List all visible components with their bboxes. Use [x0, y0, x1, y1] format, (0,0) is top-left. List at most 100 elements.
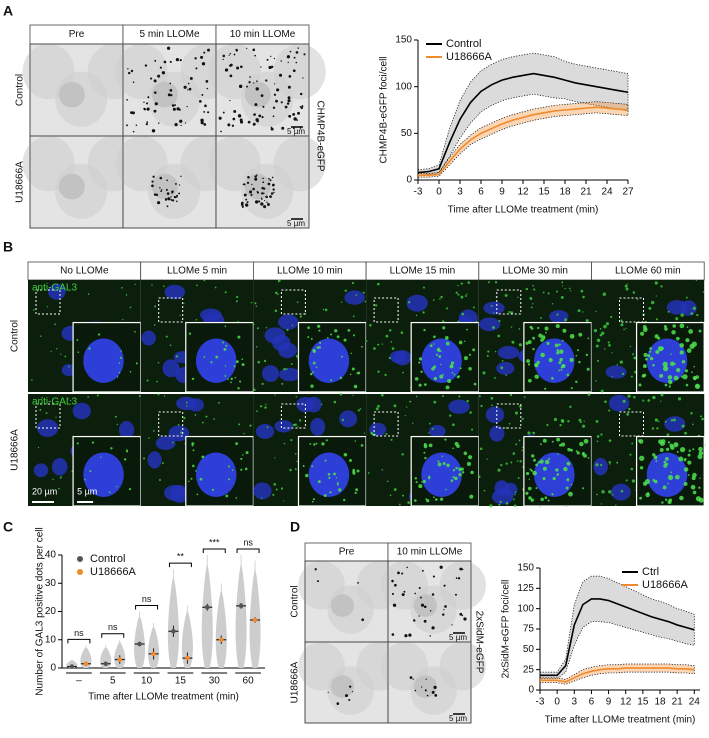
gal3-signal	[560, 418, 564, 423]
legend-label: U18666A	[642, 579, 689, 591]
inset-signal	[529, 325, 533, 329]
column-label: LLOMe 10 min	[277, 266, 343, 277]
gal3-signal	[201, 421, 204, 424]
inset-signal	[585, 353, 589, 357]
nucleus	[496, 361, 515, 375]
puncta	[174, 104, 176, 106]
inset-nucleus	[83, 338, 124, 383]
nucleus	[429, 424, 446, 438]
micrograph	[22, 135, 140, 229]
inset-signal	[336, 335, 340, 339]
inset-signal	[695, 496, 702, 502]
gal3-signal	[581, 424, 586, 428]
violin	[235, 555, 247, 668]
gal3-signal	[238, 423, 241, 426]
gal3-signal	[498, 503, 501, 506]
inset-signal	[665, 447, 670, 452]
inset-signal	[91, 441, 95, 444]
inset-signal	[237, 335, 241, 339]
inset-signal	[203, 356, 206, 358]
gal3-signal	[656, 427, 659, 430]
micrograph	[478, 280, 593, 393]
puncta	[299, 92, 303, 96]
puncta	[260, 66, 262, 68]
gal3-signal	[322, 308, 325, 311]
puncta	[273, 93, 277, 96]
puncta	[265, 195, 268, 199]
puncta	[254, 175, 257, 178]
puncta	[232, 117, 236, 121]
gal3-signal	[478, 475, 481, 479]
inset-signal	[439, 350, 442, 353]
inset-signal	[698, 450, 704, 456]
inset-signal	[671, 330, 676, 335]
puncta	[287, 99, 291, 103]
gal3-signal	[519, 460, 522, 463]
gal3-signal	[432, 299, 435, 301]
gal3-signal	[596, 493, 598, 496]
x-tick-label: 60	[243, 676, 255, 687]
inset-signal	[687, 460, 692, 465]
y-tick-label: 100	[517, 603, 534, 614]
puncta	[161, 189, 163, 191]
inset-signal	[693, 377, 697, 381]
micrograph	[22, 43, 140, 137]
inset-signal	[693, 365, 696, 368]
puncta	[263, 205, 267, 209]
gal3-signal	[658, 420, 660, 423]
puncta	[157, 74, 161, 78]
puncta	[254, 177, 258, 181]
inset-signal	[118, 371, 121, 374]
inset-signal	[196, 493, 199, 496]
gal3-signal	[165, 335, 168, 338]
puncta	[434, 693, 438, 697]
gal3-signal	[376, 282, 380, 286]
inset-signal	[528, 496, 532, 500]
gal3-signal	[320, 403, 323, 406]
inset-signal	[224, 325, 227, 328]
inset-signal	[191, 377, 195, 381]
puncta	[236, 66, 240, 70]
inset-signal	[548, 457, 551, 460]
inset-signal	[528, 478, 531, 481]
inset-signal	[663, 366, 669, 372]
gal3-signal	[595, 419, 599, 423]
gal3-signal	[458, 395, 461, 398]
mean-dot	[218, 637, 224, 643]
significance-bracket	[67, 638, 91, 644]
gal3-signal	[491, 404, 493, 407]
gal3-signal	[243, 432, 245, 435]
gal3-signal	[700, 415, 703, 418]
roi-box	[496, 289, 522, 315]
puncta	[248, 81, 251, 84]
legend-label: Control	[90, 553, 125, 565]
gal3-signal	[142, 457, 146, 460]
gal3-signal	[672, 418, 676, 422]
inset-signal	[458, 473, 462, 477]
inset-signal	[118, 362, 121, 364]
inset-signal	[328, 476, 331, 479]
gal3-signal	[114, 415, 117, 418]
micrograph	[140, 279, 255, 393]
gal3-signal	[138, 395, 141, 398]
inset-signal	[135, 362, 138, 365]
puncta	[170, 196, 172, 198]
inset-signal	[649, 356, 654, 361]
gal3-signal	[604, 400, 607, 403]
puncta	[171, 190, 174, 193]
nucleus	[330, 594, 354, 617]
inset-signal	[668, 385, 671, 388]
inset-signal	[530, 498, 534, 502]
inset-signal	[439, 497, 444, 501]
inset-signal	[673, 375, 679, 381]
puncta	[272, 106, 276, 109]
inset-signal	[536, 360, 540, 365]
gal3-signal	[492, 326, 495, 329]
nucleus	[489, 425, 505, 442]
micrograph	[28, 280, 142, 393]
puncta	[171, 199, 175, 202]
inset-signal	[415, 481, 418, 484]
puncta	[273, 191, 275, 194]
y-tick-label: 25	[523, 664, 535, 675]
significance-bracket	[202, 548, 226, 553]
